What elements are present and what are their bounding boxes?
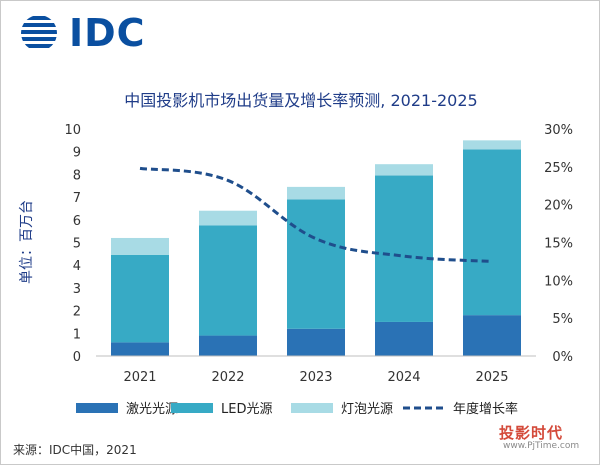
- left-axis-ticks: 0 1 2 3 4 5 6 7 8 9 10: [64, 123, 81, 365]
- x-axis-ticks: 2021 2022 2023 2024 2025: [123, 370, 508, 385]
- bar-segment: [375, 175, 433, 322]
- bars: [111, 140, 521, 356]
- bar-segment: [463, 149, 521, 316]
- bar-segment: [287, 199, 345, 329]
- y-tick-label: 4: [73, 259, 81, 274]
- x-tick-label: 2025: [475, 370, 508, 385]
- bar-segment: [287, 186, 345, 200]
- bar-segment: [375, 321, 433, 356]
- y2-tick-label: 20%: [544, 199, 573, 214]
- legend-label: 激光光源: [126, 402, 178, 417]
- y-tick-label: 0: [73, 350, 81, 365]
- y-tick-label: 9: [73, 146, 81, 161]
- y2-tick-label: 15%: [544, 237, 573, 252]
- bar-segment: [199, 225, 257, 336]
- legend-swatch: [291, 403, 333, 413]
- x-tick-label: 2022: [211, 370, 244, 385]
- y-tick-label: 3: [73, 282, 81, 297]
- y-tick-label: 7: [73, 191, 81, 206]
- x-tick-label: 2023: [299, 370, 332, 385]
- watermark-url: www.PjTime.com: [503, 441, 580, 451]
- globe-icon: [21, 16, 57, 48]
- legend-label: 灯泡光源: [341, 402, 393, 417]
- watermark: 投影时代 www.PjTime.com: [489, 422, 589, 456]
- bar-segment: [463, 315, 521, 356]
- bar-segment: [199, 335, 257, 356]
- bar-segment: [463, 140, 521, 150]
- source-note: 来源：IDC中国，2021: [13, 443, 137, 457]
- x-tick-label: 2021: [123, 370, 156, 385]
- y-tick-label: 8: [73, 168, 81, 183]
- y2-tick-label: 30%: [544, 123, 573, 138]
- y-tick-label: 5: [73, 237, 81, 252]
- bar-segment: [111, 237, 169, 255]
- growth-line: [139, 166, 493, 263]
- legend-label: LED光源: [221, 402, 272, 417]
- y-tick-label: 2: [73, 305, 81, 320]
- bar-segment: [111, 342, 169, 356]
- y-tick-label: 6: [73, 214, 81, 229]
- bar-segment: [199, 210, 257, 226]
- y-tick-label: 1: [73, 327, 81, 342]
- y-axis-label: 单位：百万台: [19, 200, 35, 284]
- growth-line-path: [139, 166, 493, 263]
- legend-swatch: [171, 403, 213, 413]
- y2-tick-label: 10%: [544, 274, 573, 289]
- right-axis-ticks: 0% 5% 10% 15% 20% 25% 30%: [544, 123, 573, 365]
- bar-segment: [287, 328, 345, 356]
- y2-tick-label: 5%: [552, 312, 573, 327]
- idc-logo: IDC: [19, 13, 169, 53]
- x-tick-label: 2024: [387, 370, 420, 385]
- chart-title: 中国投影机市场出货量及增长率预测, 2021-2025: [124, 91, 478, 110]
- legend-swatch: [76, 403, 118, 413]
- legend: 激光光源 LED光源 灯泡光源 年度增长率: [76, 401, 518, 417]
- watermark-text: 投影时代: [499, 424, 564, 442]
- y2-tick-label: 0%: [552, 350, 573, 365]
- logo-text: IDC: [69, 11, 146, 55]
- y2-tick-label: 25%: [544, 161, 573, 176]
- bar-segment: [375, 164, 433, 176]
- legend-label: 年度增长率: [453, 401, 518, 417]
- bar-segment: [111, 254, 169, 343]
- y-tick-label: 10: [64, 123, 81, 138]
